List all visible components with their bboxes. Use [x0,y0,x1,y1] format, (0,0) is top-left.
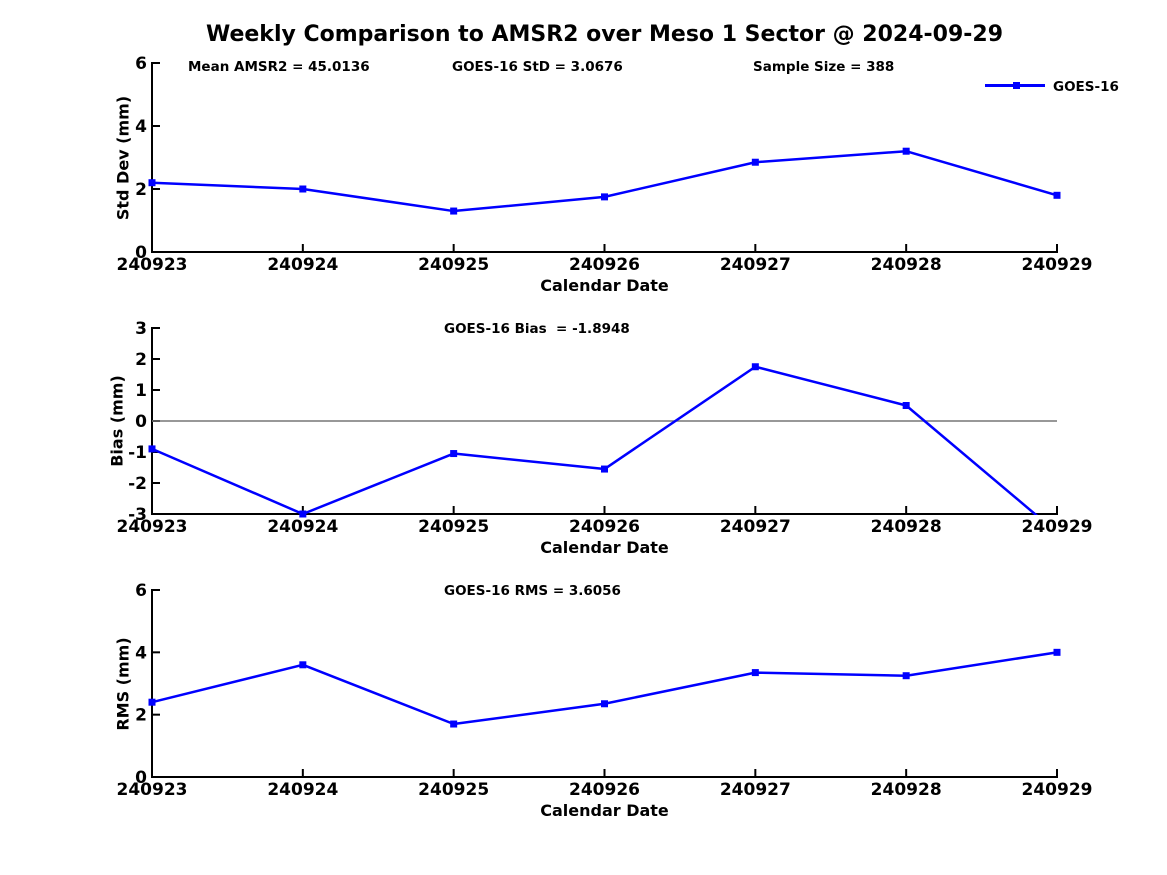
svg-text:240926: 240926 [569,517,640,537]
annotation-goes16-std: GOES-16 StD = 3.0676 [452,59,623,75]
svg-text:240929: 240929 [1022,517,1093,537]
svg-text:240924: 240924 [267,255,338,275]
svg-text:-2: -2 [128,474,147,494]
x-axis-label-3: Calendar Date [540,801,669,820]
svg-text:4: 4 [135,117,147,137]
svg-text:240927: 240927 [720,517,791,537]
svg-text:240925: 240925 [418,517,489,537]
svg-text:2: 2 [135,180,147,200]
svg-text:240929: 240929 [1022,780,1093,800]
annotation-mean-amsr2: Mean AMSR2 = 45.0136 [188,59,370,75]
svg-text:240928: 240928 [871,517,942,537]
svg-text:240926: 240926 [569,255,640,275]
svg-text:240929: 240929 [1022,255,1093,275]
svg-text:-1: -1 [128,443,147,463]
svg-text:240926: 240926 [569,780,640,800]
svg-text:240928: 240928 [871,780,942,800]
svg-text:240927: 240927 [720,780,791,800]
svg-text:240924: 240924 [267,780,338,800]
svg-text:240923: 240923 [117,255,188,275]
svg-text:240925: 240925 [418,255,489,275]
legend-marker-square [1013,82,1020,89]
svg-text:6: 6 [135,54,147,74]
svg-text:-3: -3 [128,505,147,525]
svg-text:240924: 240924 [267,517,338,537]
svg-text:3: 3 [135,319,147,339]
svg-text:240927: 240927 [720,255,791,275]
annotation-goes16-bias: GOES-16 Bias = -1.8948 [444,321,630,337]
svg-text:240925: 240925 [418,780,489,800]
svg-text:4: 4 [135,643,147,663]
x-axis-label-1: Calendar Date [540,276,669,295]
legend-label: GOES-16 [1053,79,1119,95]
svg-text:2: 2 [135,350,147,370]
svg-text:0: 0 [135,412,147,432]
svg-text:0: 0 [135,243,147,263]
x-axis-label-2: Calendar Date [540,538,669,557]
annotation-goes16-rms: GOES-16 RMS = 3.6056 [444,583,621,599]
annotation-sample-size: Sample Size = 388 [753,59,895,75]
svg-text:240923: 240923 [117,780,188,800]
svg-text:240928: 240928 [871,255,942,275]
svg-text:6: 6 [135,581,147,601]
svg-text:1: 1 [135,381,147,401]
svg-text:0: 0 [135,768,147,788]
svg-text:240923: 240923 [117,517,188,537]
chart-title: Weekly Comparison to AMSR2 over Meso 1 S… [205,22,1004,47]
svg-text:2: 2 [135,706,147,726]
